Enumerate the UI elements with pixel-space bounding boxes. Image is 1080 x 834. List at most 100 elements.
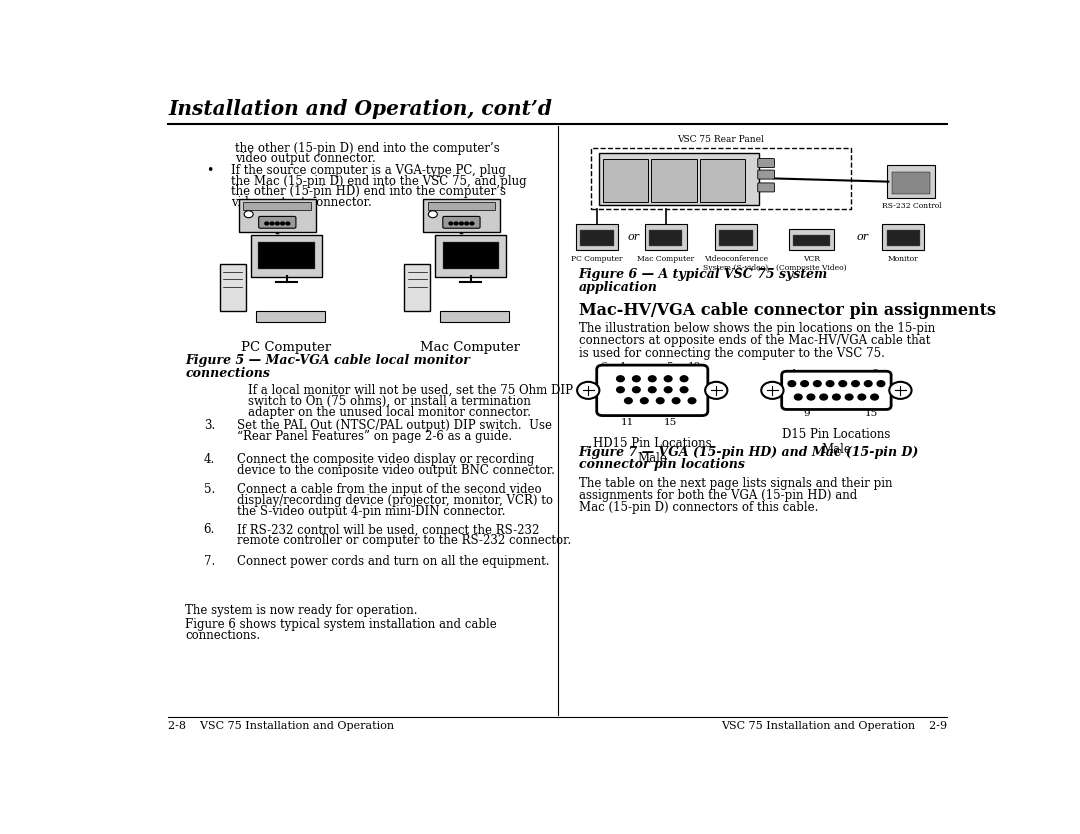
Text: If the source computer is a VGA-type PC, plug: If the source computer is a VGA-type PC,… — [231, 163, 507, 177]
Text: is used for connecting the computer to the VSC 75.: is used for connecting the computer to t… — [579, 347, 885, 359]
Circle shape — [833, 394, 840, 400]
FancyBboxPatch shape — [649, 230, 683, 247]
Text: The table on the next page lists signals and their pin: The table on the next page lists signals… — [579, 477, 892, 490]
Text: The illustration below shows the pin locations on the 15-pin: The illustration below shows the pin loc… — [579, 322, 935, 335]
Text: the other (15-pin D) end into the computer’s: the other (15-pin D) end into the comput… — [235, 142, 500, 155]
Text: 1: 1 — [792, 369, 798, 378]
FancyBboxPatch shape — [428, 202, 496, 210]
Text: VCR: VCR — [802, 255, 820, 264]
Circle shape — [624, 398, 632, 404]
FancyBboxPatch shape — [443, 242, 499, 269]
Circle shape — [664, 387, 672, 393]
Circle shape — [470, 222, 474, 225]
Text: VSC 75 Rear Panel: VSC 75 Rear Panel — [677, 135, 765, 144]
Circle shape — [270, 222, 274, 225]
Text: If RS-232 control will be used, connect the RS-232: If RS-232 control will be used, connect … — [238, 523, 540, 536]
Text: The system is now ready for operation.: The system is now ready for operation. — [186, 604, 418, 616]
Circle shape — [429, 211, 437, 218]
Circle shape — [858, 394, 866, 400]
Text: 6: 6 — [600, 362, 607, 371]
Text: connections.: connections. — [186, 629, 260, 642]
Text: Set the PAL Out (NTSC/PAL output) DIP switch.  Use: Set the PAL Out (NTSC/PAL output) DIP sw… — [238, 420, 552, 432]
Text: display/recording device (projector, monitor, VCR) to: display/recording device (projector, mon… — [238, 495, 553, 507]
Text: Figure 7 — VGA (15-pin HD) and Mac (15-pin D): Figure 7 — VGA (15-pin HD) and Mac (15-p… — [579, 445, 919, 459]
Text: video output connector.: video output connector. — [231, 197, 372, 209]
FancyBboxPatch shape — [603, 158, 648, 202]
Circle shape — [807, 394, 814, 400]
Circle shape — [877, 380, 885, 387]
FancyBboxPatch shape — [243, 202, 311, 210]
Text: connections: connections — [186, 367, 270, 379]
Circle shape — [788, 380, 796, 387]
Circle shape — [761, 382, 783, 399]
Text: connectors at opposite ends of the Mac-HV/VGA cable that: connectors at opposite ends of the Mac-H… — [579, 334, 930, 348]
Text: 3.: 3. — [204, 420, 215, 432]
Circle shape — [617, 387, 624, 393]
Text: 8: 8 — [870, 369, 877, 378]
Text: adapter on the unused local monitor connector.: adapter on the unused local monitor conn… — [248, 406, 531, 419]
Text: Figure 6 shows typical system installation and cable: Figure 6 shows typical system installati… — [186, 618, 497, 631]
Text: remote controller or computer to the RS-232 connector.: remote controller or computer to the RS-… — [238, 535, 571, 547]
Text: 5.: 5. — [204, 484, 215, 496]
Circle shape — [648, 387, 656, 393]
Circle shape — [281, 222, 284, 225]
Circle shape — [633, 376, 640, 382]
FancyBboxPatch shape — [882, 224, 924, 249]
Text: (Composite Video): (Composite Video) — [777, 264, 847, 272]
Circle shape — [673, 398, 680, 404]
Circle shape — [820, 394, 827, 400]
Text: Figure 5 — Mac-VGA cable local monitor: Figure 5 — Mac-VGA cable local monitor — [186, 354, 470, 368]
Circle shape — [664, 376, 672, 382]
FancyBboxPatch shape — [892, 172, 930, 194]
Text: or: or — [856, 232, 868, 242]
FancyBboxPatch shape — [435, 235, 507, 277]
Text: the other (15-pin HD) end into the computer’s: the other (15-pin HD) end into the compu… — [231, 185, 507, 198]
FancyBboxPatch shape — [888, 165, 935, 198]
Circle shape — [870, 394, 878, 400]
Text: assignments for both the VGA (15-pin HD) and: assignments for both the VGA (15-pin HD)… — [579, 490, 856, 502]
FancyBboxPatch shape — [256, 310, 325, 322]
Circle shape — [852, 380, 860, 387]
Circle shape — [705, 382, 728, 399]
Circle shape — [640, 398, 648, 404]
Circle shape — [286, 222, 289, 225]
Text: 2-8    VSC 75 Installation and Operation: 2-8 VSC 75 Installation and Operation — [168, 721, 394, 731]
Circle shape — [864, 380, 872, 387]
FancyBboxPatch shape — [239, 199, 315, 232]
FancyBboxPatch shape — [719, 230, 753, 247]
FancyBboxPatch shape — [758, 183, 774, 192]
Text: D15 Pin Locations
Male: D15 Pin Locations Male — [782, 428, 891, 455]
Text: Connect the composite video display or recording: Connect the composite video display or r… — [238, 453, 535, 465]
Text: 11: 11 — [621, 418, 634, 427]
FancyBboxPatch shape — [258, 242, 315, 269]
Circle shape — [648, 376, 656, 382]
Text: 15: 15 — [664, 418, 677, 427]
Text: Mac Computer: Mac Computer — [637, 255, 694, 264]
Circle shape — [657, 398, 664, 404]
FancyBboxPatch shape — [440, 310, 510, 322]
Text: Mac Computer: Mac Computer — [420, 341, 519, 354]
Circle shape — [455, 222, 458, 225]
Text: “Rear Panel Features” on page 2-6 as a guide.: “Rear Panel Features” on page 2-6 as a g… — [238, 430, 512, 443]
Circle shape — [265, 222, 269, 225]
Text: Videoconference: Videoconference — [704, 255, 768, 264]
Text: 9: 9 — [804, 409, 810, 418]
Circle shape — [795, 394, 802, 400]
Text: connector pin locations: connector pin locations — [579, 458, 744, 470]
FancyBboxPatch shape — [259, 216, 296, 229]
Text: 1: 1 — [620, 362, 626, 371]
FancyBboxPatch shape — [793, 235, 829, 247]
Text: 10: 10 — [688, 362, 701, 371]
FancyBboxPatch shape — [220, 264, 245, 311]
Circle shape — [617, 376, 624, 382]
FancyBboxPatch shape — [758, 170, 774, 179]
Circle shape — [680, 387, 688, 393]
Circle shape — [577, 382, 599, 399]
Circle shape — [464, 222, 469, 225]
Circle shape — [800, 380, 809, 387]
FancyBboxPatch shape — [651, 158, 697, 202]
Circle shape — [244, 211, 253, 218]
Text: 5: 5 — [665, 362, 673, 371]
Circle shape — [633, 387, 640, 393]
Circle shape — [688, 398, 696, 404]
